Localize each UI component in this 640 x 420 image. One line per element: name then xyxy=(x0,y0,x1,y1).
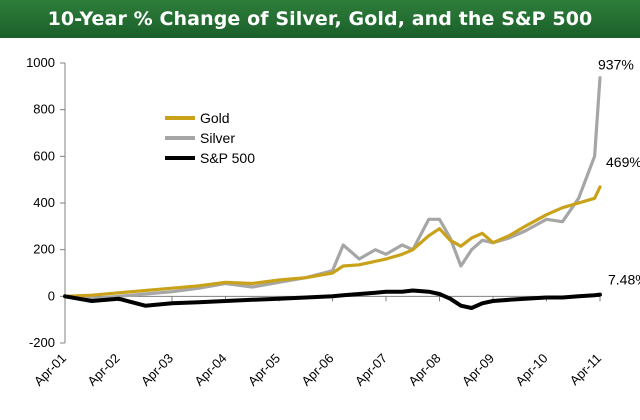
annotation-label: 937% xyxy=(598,57,634,73)
x-tick-label: Apr-04 xyxy=(191,351,229,389)
y-tick-label: 200 xyxy=(33,242,55,257)
x-tick-label: Apr-03 xyxy=(138,351,176,389)
x-tick-label: Apr-02 xyxy=(84,351,122,389)
annotation-label: 7.48% xyxy=(608,272,640,288)
y-tick-label: 400 xyxy=(33,195,55,210)
legend-label-s-p-500: S&P 500 xyxy=(200,150,255,166)
x-tick-label: Apr-11 xyxy=(567,351,605,389)
y-tick-label: 800 xyxy=(33,102,55,117)
legend-label-gold: Gold xyxy=(200,110,230,126)
series-line-silver xyxy=(63,76,602,301)
y-tick-label: 1000 xyxy=(26,55,55,70)
series-line-s-p-500 xyxy=(63,288,602,310)
annotation-label: 469% xyxy=(606,154,640,170)
legend-label-silver: Silver xyxy=(200,130,235,146)
x-tick-label: Apr-07 xyxy=(352,351,390,389)
y-tick-label: 600 xyxy=(33,148,55,163)
x-tick-label: Apr-08 xyxy=(405,351,443,389)
x-tick-label: Apr-05 xyxy=(245,351,283,389)
chart-title-banner: 10-Year % Change of Silver, Gold, and th… xyxy=(0,0,640,38)
x-tick-label: Apr-06 xyxy=(298,351,336,389)
x-tick-label: Apr-01 xyxy=(31,351,69,389)
y-tick-label: 0 xyxy=(48,288,55,303)
series-line-gold xyxy=(63,185,602,298)
chart-title: 10-Year % Change of Silver, Gold, and th… xyxy=(47,8,593,30)
series-lines xyxy=(63,76,602,310)
x-tick-label: Apr-10 xyxy=(512,351,550,389)
x-tick-label: Apr-09 xyxy=(459,351,497,389)
legend: Gold Silver S&P 500 xyxy=(165,110,255,166)
annotations: 937% 469% 7.48% xyxy=(598,57,640,288)
y-tick-label: -200 xyxy=(29,335,55,350)
